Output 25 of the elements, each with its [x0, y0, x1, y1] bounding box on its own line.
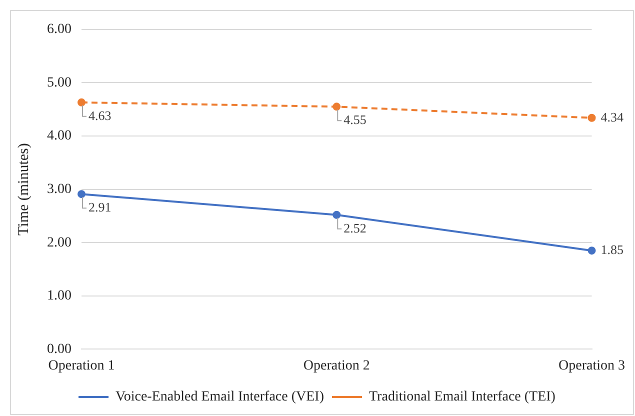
legend-label: Traditional Email Interface (TEI): [369, 390, 556, 405]
x-tick-label: Operation 2: [303, 358, 370, 374]
data-label: 4.55: [344, 112, 366, 128]
point: [78, 190, 86, 198]
y-tick-label: 6.00: [47, 22, 72, 38]
data-label: 2.91: [88, 200, 112, 215]
y-tick-label: 0.00: [47, 342, 72, 357]
data-label: 2.52: [344, 220, 366, 236]
y-tick-label: 3.00: [47, 182, 72, 197]
data-label: 4.63: [88, 108, 112, 123]
data-label: 1.85: [600, 242, 624, 258]
y-axis-title: Time (minutes): [16, 143, 32, 236]
y-tick-label: 1.00: [47, 288, 72, 304]
y-tick-label: 2.00: [47, 235, 72, 250]
point: [78, 98, 86, 106]
y-tick-label: 5.00: [47, 75, 72, 90]
legend-label: Voice-Enabled Email Interface (VEI): [116, 390, 324, 405]
data-label: 4.34: [600, 109, 624, 124]
x-tick-label: Operation 1: [48, 358, 115, 374]
point: [332, 102, 341, 111]
x-tick-label: Operation 3: [558, 358, 625, 374]
y-tick-label: 4.00: [47, 128, 72, 144]
point: [588, 114, 596, 122]
point: [588, 246, 596, 255]
point: [332, 210, 341, 219]
